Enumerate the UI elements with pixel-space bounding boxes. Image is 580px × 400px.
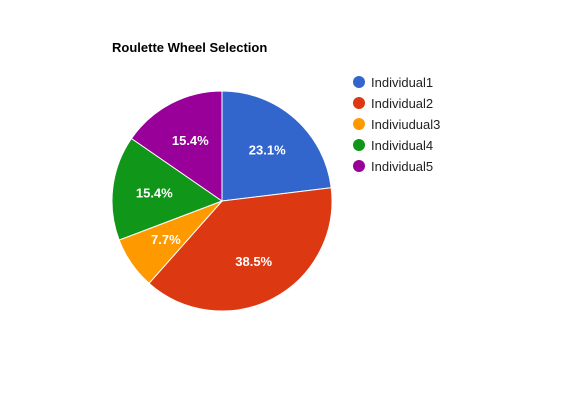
legend-swatch: [353, 118, 365, 130]
legend-label: Individual2: [371, 96, 433, 111]
legend-label: Individual5: [371, 159, 433, 174]
slice-value-label: 38.5%: [235, 254, 272, 269]
legend-swatch: [353, 76, 365, 88]
legend-swatch: [353, 160, 365, 172]
pie-slice-4: [111, 137, 224, 241]
slice-value-label: 7.7%: [151, 232, 181, 247]
legend-label: Individual1: [371, 75, 433, 90]
pie-slices: [111, 90, 333, 312]
legend: Individual1 Individual2 Indiviudual3 Indivi…: [353, 75, 440, 174]
pie-slice-1: [221, 90, 332, 202]
slice-value-label: 15.4%: [172, 133, 209, 148]
legend-label: Indiviudual3: [371, 117, 440, 132]
slice-labels: 23.1% 38.5% 7.7% 15.4% 15.4%: [136, 133, 286, 269]
slice-value-label: 15.4%: [136, 185, 173, 200]
chart-title: Roulette Wheel Selection: [112, 40, 267, 55]
legend-swatch: [353, 139, 365, 151]
pie-slice-5: [130, 90, 223, 202]
pie-slice-2: [148, 187, 333, 312]
slice-value-label: 23.1%: [249, 142, 286, 157]
legend-swatch: [353, 97, 365, 109]
legend-label: Individual4: [371, 138, 433, 153]
